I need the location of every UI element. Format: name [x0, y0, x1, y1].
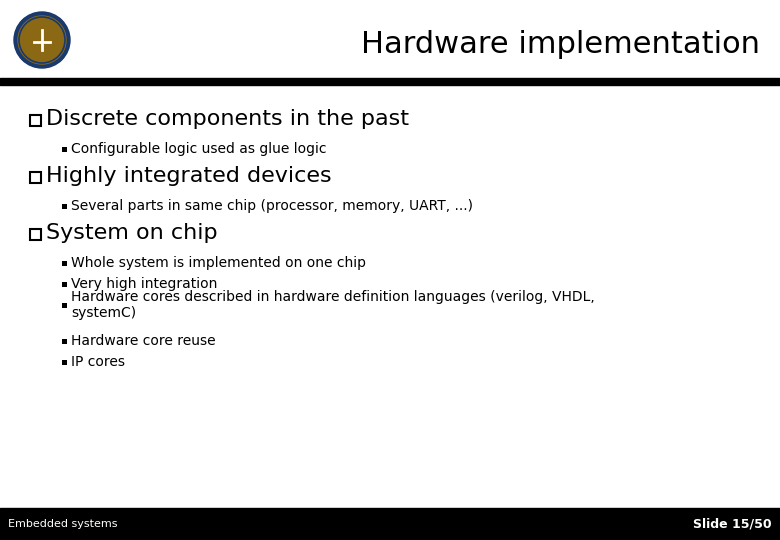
Text: Embedded systems: Embedded systems [8, 519, 118, 529]
Text: Hardware cores described in hardware definition languages (verilog, VHDL,
system: Hardware cores described in hardware def… [71, 290, 594, 320]
Text: Hardware core reuse: Hardware core reuse [71, 334, 215, 348]
Circle shape [18, 16, 66, 64]
Bar [30, 228, 41, 240]
Text: Slide 15/50: Slide 15/50 [693, 517, 772, 530]
Bar [62, 360, 67, 365]
Bar [30, 172, 41, 183]
Bar [62, 339, 67, 343]
Text: Whole system is implemented on one chip: Whole system is implemented on one chip [71, 256, 366, 270]
Bar [62, 204, 67, 208]
Text: IP cores: IP cores [71, 355, 125, 369]
Bar [62, 260, 67, 266]
Text: Hardware implementation: Hardware implementation [361, 30, 760, 59]
Text: Discrete components in the past: Discrete components in the past [46, 109, 409, 129]
Bar [62, 281, 67, 287]
Text: Highly integrated devices: Highly integrated devices [46, 166, 332, 186]
Bar [62, 146, 67, 152]
Text: Several parts in same chip (processor, memory, UART, ...): Several parts in same chip (processor, m… [71, 199, 473, 213]
Bar [30, 114, 41, 125]
Bar [62, 302, 67, 307]
Text: Configurable logic used as glue logic: Configurable logic used as glue logic [71, 142, 327, 156]
Circle shape [14, 12, 70, 68]
Text: System on chip: System on chip [46, 223, 218, 243]
Text: Very high integration: Very high integration [71, 277, 218, 291]
